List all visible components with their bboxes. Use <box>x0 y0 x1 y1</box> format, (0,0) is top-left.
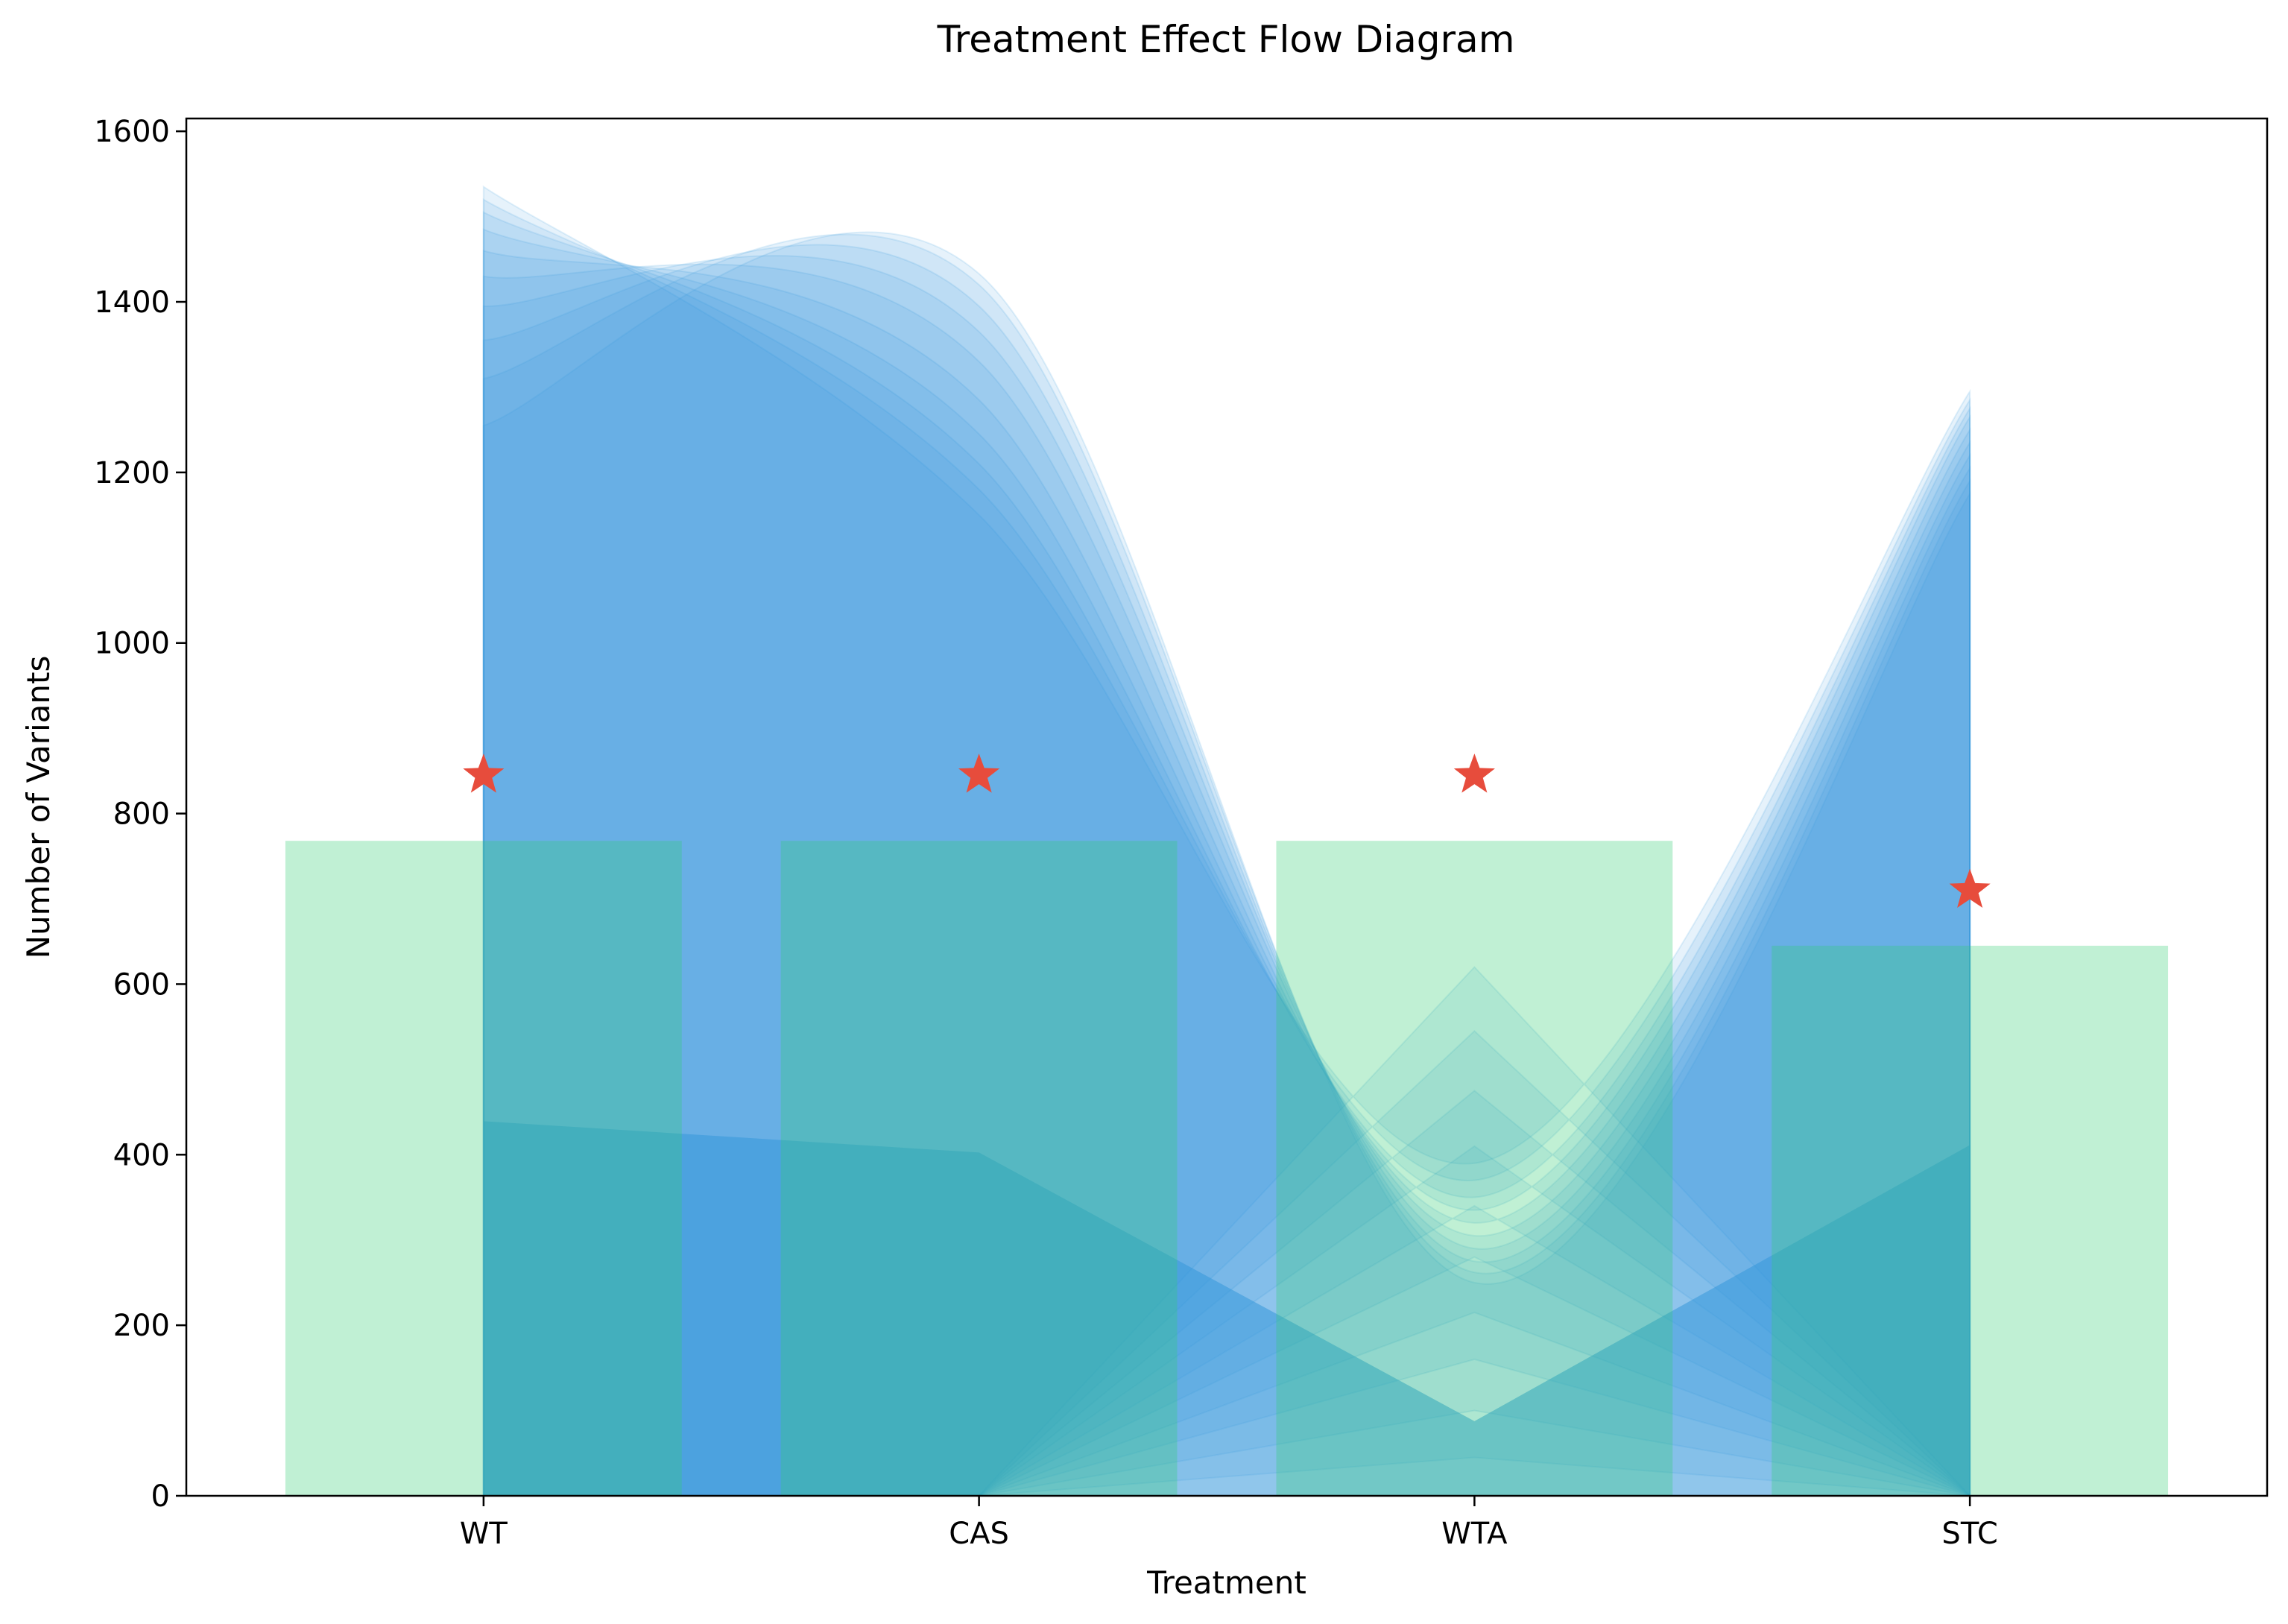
flow-core <box>483 1121 1971 1496</box>
star-marker-wt <box>463 753 505 793</box>
star-marker-group <box>463 753 1991 908</box>
x-axis: WT CAS WTA STC <box>460 1496 1998 1551</box>
flow-area-layers <box>482 185 1971 1498</box>
y-tick-label: 600 <box>113 967 170 1002</box>
y-tick-label: 1000 <box>94 627 170 661</box>
star-marker-cas <box>958 753 1000 793</box>
y-axis-title: Number of Variants <box>20 656 57 959</box>
y-tick-label: 200 <box>113 1309 170 1343</box>
y-tick-label: 0 <box>151 1479 170 1514</box>
x-tick-label-cas: CAS <box>949 1517 1009 1551</box>
plot-frame <box>185 117 2269 1497</box>
star-marker-stc <box>1949 868 1991 908</box>
y-axis: 0 200 400 600 800 1000 1200 1400 1600 <box>94 115 186 1514</box>
bar-wt <box>285 841 682 1496</box>
bar-wta <box>1276 841 1673 1496</box>
x-tick-label-wta: WTA <box>1441 1517 1508 1551</box>
y-tick-label: 1200 <box>94 456 170 490</box>
plot-area <box>285 185 2169 1498</box>
bar-group <box>285 841 2169 1496</box>
x-tick-label-stc: STC <box>1941 1517 1997 1551</box>
star-marker-wta <box>1453 753 1495 793</box>
y-tick-label: 1600 <box>94 115 170 149</box>
bar-stc <box>1772 945 2169 1496</box>
chart-title: Treatment Effect Flow Diagram <box>937 18 1515 61</box>
y-tick-label: 400 <box>113 1138 170 1172</box>
bar-cas <box>780 841 1178 1496</box>
x-axis-title: Treatment <box>1146 1564 1306 1601</box>
x-tick-label-wt: WT <box>460 1517 508 1551</box>
y-tick-label: 800 <box>113 797 170 832</box>
y-tick-label: 1400 <box>94 285 170 320</box>
